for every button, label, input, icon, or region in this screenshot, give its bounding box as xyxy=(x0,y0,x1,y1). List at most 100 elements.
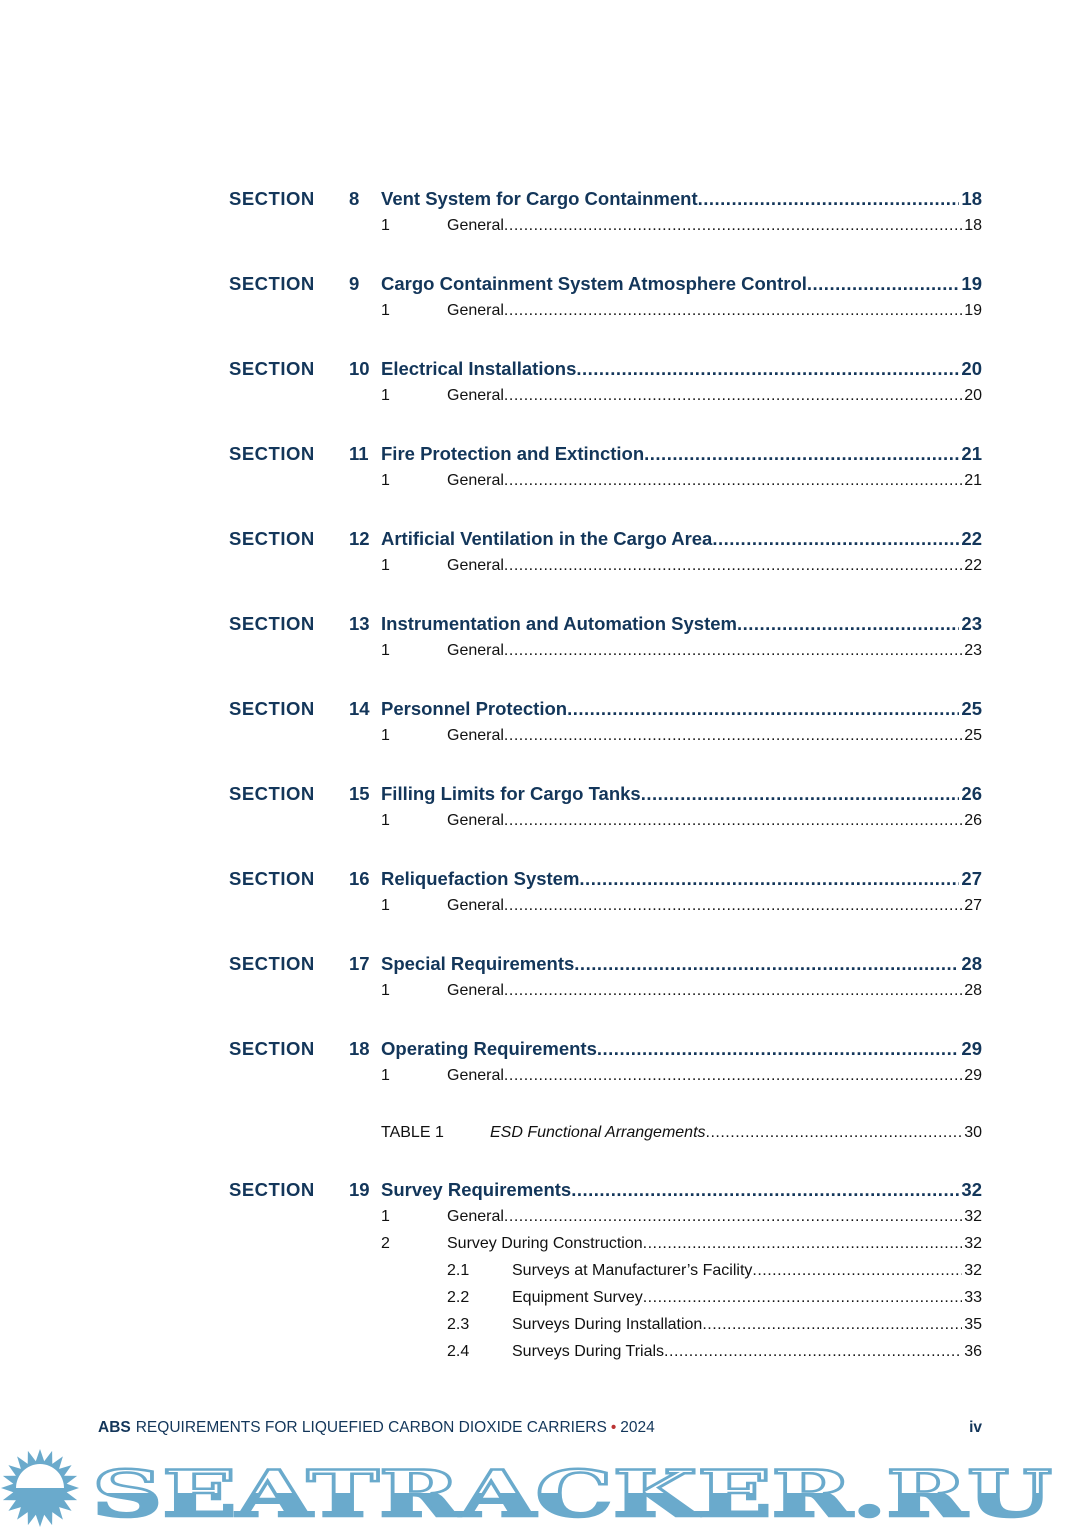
dot-leader xyxy=(664,1338,962,1365)
section-heading-link[interactable]: SECTION 14 Personnel Protection 25 xyxy=(229,695,982,722)
section-label: SECTION xyxy=(229,613,315,634)
section-heading-link[interactable]: SECTION 12 Artificial Ventilation in the C… xyxy=(229,525,982,552)
item-number: 1 xyxy=(381,727,390,744)
section-title: Filling Limits for Cargo Tanks xyxy=(381,783,641,804)
section-heading-link[interactable]: SECTION 9 Cargo Containment System Atmosph… xyxy=(229,270,982,297)
page-number: 28 xyxy=(961,953,982,974)
page-number: 22 xyxy=(961,528,982,549)
item-title: General xyxy=(447,897,504,914)
dot-leader xyxy=(752,1257,962,1284)
page-number: 29 xyxy=(964,1067,982,1084)
dot-leader xyxy=(504,212,962,239)
dot-leader xyxy=(571,1176,959,1203)
dot-leader xyxy=(504,552,962,579)
section-label: SECTION xyxy=(229,698,315,719)
dot-leader xyxy=(576,355,959,382)
section-title: Artificial Ventilation in the Cargo Area xyxy=(381,528,713,549)
section-heading-link[interactable]: SECTION 15 Filling Limits for Cargo Tanks 2… xyxy=(229,780,982,807)
dot-leader xyxy=(504,637,962,664)
subsection-link[interactable]: 1 General 25 xyxy=(229,722,982,749)
page-number: iv xyxy=(969,1419,982,1436)
subsection-link[interactable]: 1 General 19 xyxy=(229,297,982,324)
item-number: 1 xyxy=(381,812,390,829)
dot-leader xyxy=(706,1119,963,1146)
page-number: 20 xyxy=(961,358,982,379)
toc-section: SECTION 12 Artificial Ventilation in the C… xyxy=(229,525,982,579)
toc-section: SECTION 9 Cargo Containment System Atmosph… xyxy=(229,270,982,324)
section-heading-link[interactable]: SECTION 11 Fire Protection and Extinction 2… xyxy=(229,440,982,467)
dot-leader xyxy=(644,440,959,467)
subsection-link[interactable]: 1 General 23 xyxy=(229,637,982,664)
section-heading-link[interactable]: SECTION 19 Survey Requirements 32 xyxy=(229,1176,982,1203)
subsection-link[interactable]: 1 General 27 xyxy=(229,892,982,919)
page-number: 21 xyxy=(964,472,982,489)
section-title: Personnel Protection xyxy=(381,698,568,719)
section-heading-link[interactable]: SECTION 8 Vent System for Cargo Containmen… xyxy=(229,185,982,212)
dot-leader xyxy=(504,297,962,324)
page-number: 29 xyxy=(961,1038,982,1059)
sub-subsection-link[interactable]: 2.3 Surveys During Installation 35 xyxy=(229,1311,982,1338)
page-number: 26 xyxy=(964,812,982,829)
item-number: 1 xyxy=(381,557,390,574)
page-number: 27 xyxy=(964,897,982,914)
dot-leader xyxy=(504,467,962,494)
section-label: SECTION xyxy=(229,443,315,464)
subsection-link[interactable]: 1 General 29 xyxy=(229,1062,982,1089)
watermark-logo: SEATRACKER.RU xyxy=(1,1449,1053,1527)
section-label: SECTION xyxy=(229,188,315,209)
section-heading-link[interactable]: SECTION 17 Special Requirements 28 xyxy=(229,950,982,977)
section-label: SECTION xyxy=(229,273,315,294)
section-number: 9 xyxy=(349,273,360,294)
item-title: General xyxy=(447,812,504,829)
subsection-link[interactable]: 2 Survey During Construction 32 xyxy=(229,1230,982,1257)
sub-subsection-link[interactable]: 2.1 Surveys at Manufacturer’s Facility 32 xyxy=(229,1257,982,1284)
page-number: 32 xyxy=(961,1179,982,1200)
item-number: 1 xyxy=(381,642,390,659)
item-number: 2.4 xyxy=(447,1343,470,1360)
item-number: 1 xyxy=(381,217,390,234)
section-number: 11 xyxy=(349,443,369,464)
dot-leader xyxy=(504,892,962,919)
item-title: Survey During Construction xyxy=(447,1235,643,1252)
item-number: 1 xyxy=(381,472,390,489)
item-title: General xyxy=(447,217,504,234)
page-number: 18 xyxy=(961,188,982,209)
page-number: 30 xyxy=(964,1124,982,1141)
subsection-link[interactable]: 1 General 20 xyxy=(229,382,982,409)
section-heading-link[interactable]: SECTION 10 Electrical Installations 20 xyxy=(229,355,982,382)
page-footer: ABS REQUIREMENTS FOR LIQUEFIED CARBON DI… xyxy=(98,1418,982,1438)
subsection-link[interactable]: 1 General 22 xyxy=(229,552,982,579)
subsection-link[interactable]: 1 General 32 xyxy=(229,1203,982,1230)
toc-section: SECTION 10 Electrical Installations 20 1 Gene… xyxy=(229,355,982,409)
item-title: General xyxy=(447,557,504,574)
section-heading-link[interactable]: SECTION 13 Instrumentation and Automation … xyxy=(229,610,982,637)
dot-leader xyxy=(504,807,962,834)
section-title: Cargo Containment System Atmosphere Cont… xyxy=(381,273,807,294)
item-number: 1 xyxy=(381,302,390,319)
sub-subsection-link[interactable]: 2.2 Equipment Survey 33 xyxy=(229,1284,982,1311)
subsection-link[interactable]: 1 General 18 xyxy=(229,212,982,239)
subsection-link[interactable]: 1 General 21 xyxy=(229,467,982,494)
page-number: 32 xyxy=(964,1235,982,1252)
page-number: 25 xyxy=(964,727,982,744)
table-label: TABLE 1 xyxy=(381,1124,444,1141)
item-title: Equipment Survey xyxy=(512,1289,643,1306)
subsection-link[interactable]: 1 General 26 xyxy=(229,807,982,834)
dot-leader xyxy=(504,1062,962,1089)
dot-leader xyxy=(807,270,960,297)
item-number: 2 xyxy=(381,1235,390,1252)
table-title: ESD Functional Arrangements xyxy=(490,1124,706,1141)
dot-leader xyxy=(698,185,960,212)
footer-org: ABS xyxy=(98,1419,131,1436)
section-heading-link[interactable]: SECTION 18 Operating Requirements 29 xyxy=(229,1035,982,1062)
item-title: Surveys During Trials xyxy=(512,1343,665,1360)
section-title: Fire Protection and Extinction xyxy=(381,443,645,464)
subsection-link[interactable]: 1 General 28 xyxy=(229,977,982,1004)
item-title: Surveys During Installation xyxy=(512,1316,703,1333)
dot-leader xyxy=(504,722,962,749)
item-title: Surveys at Manufacturer’s Facility xyxy=(512,1262,753,1279)
section-heading-link[interactable]: SECTION 16 Reliquefaction System 27 xyxy=(229,865,982,892)
page-number: 21 xyxy=(961,443,982,464)
sub-subsection-link[interactable]: 2.4 Surveys During Trials 36 xyxy=(229,1338,982,1365)
table-link[interactable]: TABLE 1 ESD Functional Arrangements 30 xyxy=(229,1119,982,1146)
